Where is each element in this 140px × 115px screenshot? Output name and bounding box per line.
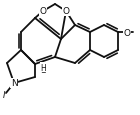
Text: O: O [62, 7, 69, 16]
Text: O: O [39, 7, 46, 16]
Text: I: I [3, 91, 5, 100]
Text: H̲: H̲ [40, 63, 46, 72]
Text: O: O [123, 28, 130, 37]
Text: N: N [11, 79, 17, 88]
